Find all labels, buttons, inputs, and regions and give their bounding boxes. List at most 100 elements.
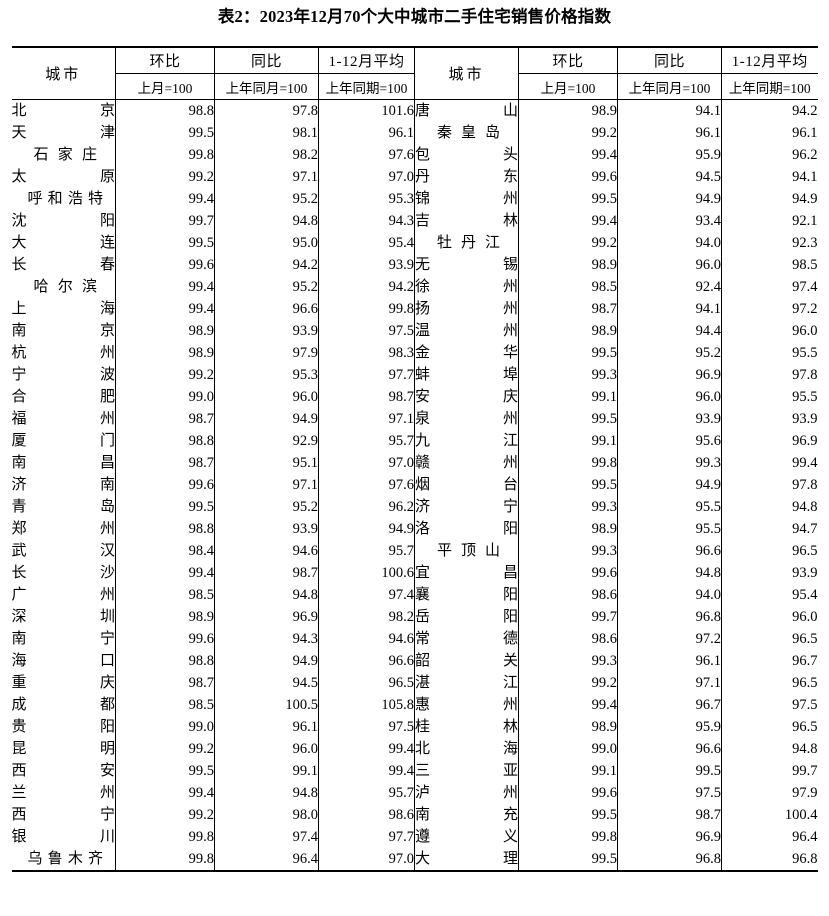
cell-yoy: 95.2: [214, 188, 319, 211]
cell-city: 岳阳: [414, 606, 519, 629]
cell-yoy: 96.0: [617, 254, 722, 277]
cell-yoy: 98.1: [214, 122, 319, 145]
column-base-avg-left: 上年同期=100: [318, 73, 415, 101]
cell-yoy: 94.1: [617, 99, 722, 123]
cell-city: 唐山: [414, 99, 519, 123]
price-index-table: 城市 环比 同比 1-12月平均 城市 环比 同比 1-12月平均 上月=100…: [11, 46, 818, 873]
cell-avg: 94.1: [721, 166, 818, 189]
cell-city: 北京: [11, 99, 116, 123]
cell-avg: 95.4: [721, 584, 818, 607]
cell-yoy: 94.0: [617, 232, 722, 255]
cell-avg: 97.7: [318, 826, 415, 849]
cell-mom: 99.5: [518, 188, 618, 211]
cell-yoy: 93.4: [617, 210, 722, 233]
cell-yoy: 92.9: [214, 430, 319, 453]
cell-avg: 96.6: [318, 650, 415, 673]
cell-yoy: 97.4: [214, 826, 319, 849]
cell-avg: 97.6: [318, 144, 415, 167]
table-row: 沈阳 99.7 94.8 94.3 吉林 99.4 93.4 92.1: [11, 210, 818, 233]
table-body: 北京 98.8 97.8 101.6 唐山 98.9 94.1 94.2 天津 99.5 98.1 9…: [11, 99, 818, 873]
cell-yoy: 93.9: [214, 518, 319, 541]
cell-yoy: 96.4: [214, 848, 319, 873]
cell-mom: 99.8: [115, 144, 215, 167]
cell-yoy: 100.5: [214, 694, 319, 717]
cell-city: 秦皇岛: [414, 122, 519, 145]
cell-yoy: 98.7: [214, 562, 319, 585]
table-row: 重庆 98.7 94.5 96.5 湛江 99.2 97.1 96.5: [11, 672, 818, 695]
cell-city: 西宁: [11, 804, 116, 827]
cell-city: 温州: [414, 320, 519, 343]
cell-mom: 99.2: [115, 364, 215, 387]
cell-yoy: 94.9: [214, 408, 319, 431]
cell-yoy: 96.1: [214, 716, 319, 739]
cell-city: 深圳: [11, 606, 116, 629]
cell-city: 宜昌: [414, 562, 519, 585]
cell-mom: 99.5: [518, 848, 618, 873]
cell-yoy: 95.1: [214, 452, 319, 475]
cell-avg: 95.7: [318, 540, 415, 563]
cell-mom: 98.6: [518, 584, 618, 607]
cell-yoy: 96.1: [617, 650, 722, 673]
cell-mom: 98.7: [115, 408, 215, 431]
cell-city: 锦州: [414, 188, 519, 211]
cell-city: 天津: [11, 122, 116, 145]
cell-avg: 97.2: [721, 298, 818, 321]
cell-avg: 99.8: [318, 298, 415, 321]
cell-mom: 98.9: [518, 320, 618, 343]
cell-avg: 94.6: [318, 628, 415, 651]
cell-mom: 99.8: [518, 452, 618, 475]
cell-avg: 100.4: [721, 804, 818, 827]
column-header-avg-left: 1-12月平均: [318, 46, 415, 75]
column-header-city-left: 城市: [11, 46, 116, 101]
table-row: 长春 99.6 94.2 93.9 无锡 98.9 96.0 98.5: [11, 254, 818, 277]
cell-city: 金华: [414, 342, 519, 365]
cell-avg: 97.8: [721, 474, 818, 497]
cell-avg: 96.0: [721, 320, 818, 343]
cell-yoy: 95.9: [617, 716, 722, 739]
cell-mom: 98.8: [115, 650, 215, 673]
cell-yoy: 95.5: [617, 496, 722, 519]
cell-city: 广州: [11, 584, 116, 607]
cell-avg: 93.9: [318, 254, 415, 277]
cell-mom: 99.2: [115, 738, 215, 761]
cell-city: 三亚: [414, 760, 519, 783]
cell-yoy: 95.2: [214, 276, 319, 299]
cell-city: 襄阳: [414, 584, 519, 607]
cell-yoy: 95.3: [214, 364, 319, 387]
table-row: 呼和浩特 99.4 95.2 95.3 锦州 99.5 94.9 94.9: [11, 188, 818, 211]
cell-yoy: 96.6: [214, 298, 319, 321]
cell-yoy: 96.0: [617, 386, 722, 409]
cell-city: 安庆: [414, 386, 519, 409]
cell-mom: 99.6: [518, 782, 618, 805]
cell-mom: 99.6: [115, 474, 215, 497]
cell-avg: 92.1: [721, 210, 818, 233]
cell-city: 南宁: [11, 628, 116, 651]
cell-avg: 94.8: [721, 738, 818, 761]
cell-city: 泉州: [414, 408, 519, 431]
cell-city: 海口: [11, 650, 116, 673]
header-row-base: 上月=100 上年同月=100 上年同期=100 上月=100 上年同月=100…: [12, 73, 818, 101]
column-base-mom-left: 上月=100: [115, 73, 215, 101]
cell-city: 银川: [11, 826, 116, 849]
cell-avg: 97.5: [721, 694, 818, 717]
cell-city: 兰州: [11, 782, 116, 805]
cell-city: 宁波: [11, 364, 116, 387]
cell-mom: 98.9: [518, 518, 618, 541]
cell-city: 无锡: [414, 254, 519, 277]
cell-city: 西安: [11, 760, 116, 783]
cell-city: 贵阳: [11, 716, 116, 739]
table-row: 石家庄 99.8 98.2 97.6 包头 99.4 95.9 96.2: [11, 144, 818, 167]
cell-city: 青岛: [11, 496, 116, 519]
cell-city: 杭州: [11, 342, 116, 365]
column-base-yoy-left: 上年同月=100: [214, 73, 319, 101]
column-header-mom-left: 环比: [115, 46, 215, 75]
cell-city: 哈尔滨: [11, 276, 116, 299]
cell-mom: 99.0: [115, 386, 215, 409]
cell-yoy: 95.2: [617, 342, 722, 365]
cell-city: 平顶山: [414, 540, 519, 563]
cell-yoy: 94.5: [214, 672, 319, 695]
cell-avg: 96.2: [721, 144, 818, 167]
cell-yoy: 96.9: [617, 364, 722, 387]
cell-avg: 97.5: [318, 320, 415, 343]
